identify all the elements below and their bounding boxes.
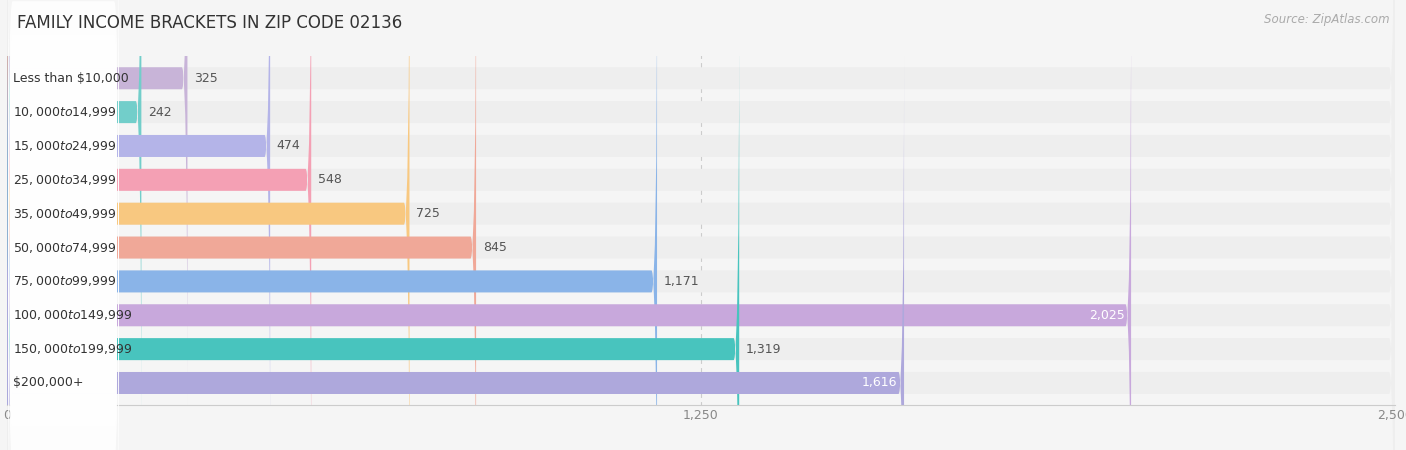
Text: 325: 325 xyxy=(194,72,218,85)
FancyBboxPatch shape xyxy=(8,0,118,272)
Text: 725: 725 xyxy=(416,207,440,220)
Text: $150,000 to $199,999: $150,000 to $199,999 xyxy=(13,342,132,356)
Text: $50,000 to $74,999: $50,000 to $74,999 xyxy=(13,241,117,255)
FancyBboxPatch shape xyxy=(7,0,1395,406)
Text: 242: 242 xyxy=(148,106,172,119)
FancyBboxPatch shape xyxy=(7,0,1395,450)
FancyBboxPatch shape xyxy=(7,0,270,450)
FancyBboxPatch shape xyxy=(7,0,1395,450)
Text: 2,025: 2,025 xyxy=(1088,309,1125,322)
FancyBboxPatch shape xyxy=(8,155,118,450)
Text: $15,000 to $24,999: $15,000 to $24,999 xyxy=(13,139,117,153)
FancyBboxPatch shape xyxy=(7,0,1395,450)
Text: Less than $10,000: Less than $10,000 xyxy=(13,72,128,85)
FancyBboxPatch shape xyxy=(8,20,118,408)
Text: 1,319: 1,319 xyxy=(745,342,782,356)
FancyBboxPatch shape xyxy=(8,54,118,441)
FancyBboxPatch shape xyxy=(7,0,1395,450)
Text: FAMILY INCOME BRACKETS IN ZIP CODE 02136: FAMILY INCOME BRACKETS IN ZIP CODE 02136 xyxy=(17,14,402,32)
FancyBboxPatch shape xyxy=(7,0,142,440)
Text: $35,000 to $49,999: $35,000 to $49,999 xyxy=(13,207,117,220)
FancyBboxPatch shape xyxy=(7,0,477,450)
FancyBboxPatch shape xyxy=(7,0,311,450)
Text: $200,000+: $200,000+ xyxy=(13,377,83,390)
Text: 1,616: 1,616 xyxy=(862,377,897,390)
Text: 1,171: 1,171 xyxy=(664,275,699,288)
FancyBboxPatch shape xyxy=(8,0,118,374)
FancyBboxPatch shape xyxy=(8,189,118,450)
FancyBboxPatch shape xyxy=(8,88,118,450)
FancyBboxPatch shape xyxy=(8,122,118,450)
FancyBboxPatch shape xyxy=(7,22,1395,450)
FancyBboxPatch shape xyxy=(7,0,1395,440)
FancyBboxPatch shape xyxy=(7,55,904,450)
FancyBboxPatch shape xyxy=(8,0,118,340)
FancyBboxPatch shape xyxy=(7,0,187,406)
Text: 548: 548 xyxy=(318,173,342,186)
FancyBboxPatch shape xyxy=(7,22,740,450)
Text: Source: ZipAtlas.com: Source: ZipAtlas.com xyxy=(1264,14,1389,27)
FancyBboxPatch shape xyxy=(7,0,409,450)
FancyBboxPatch shape xyxy=(7,0,1130,450)
FancyBboxPatch shape xyxy=(7,55,1395,450)
Text: $25,000 to $34,999: $25,000 to $34,999 xyxy=(13,173,117,187)
Text: 474: 474 xyxy=(277,140,301,153)
Text: $100,000 to $149,999: $100,000 to $149,999 xyxy=(13,308,132,322)
FancyBboxPatch shape xyxy=(7,0,657,450)
Text: 845: 845 xyxy=(482,241,506,254)
Text: $75,000 to $99,999: $75,000 to $99,999 xyxy=(13,274,117,288)
FancyBboxPatch shape xyxy=(7,0,1395,450)
FancyBboxPatch shape xyxy=(8,0,118,306)
Text: $10,000 to $14,999: $10,000 to $14,999 xyxy=(13,105,117,119)
FancyBboxPatch shape xyxy=(7,0,1395,450)
